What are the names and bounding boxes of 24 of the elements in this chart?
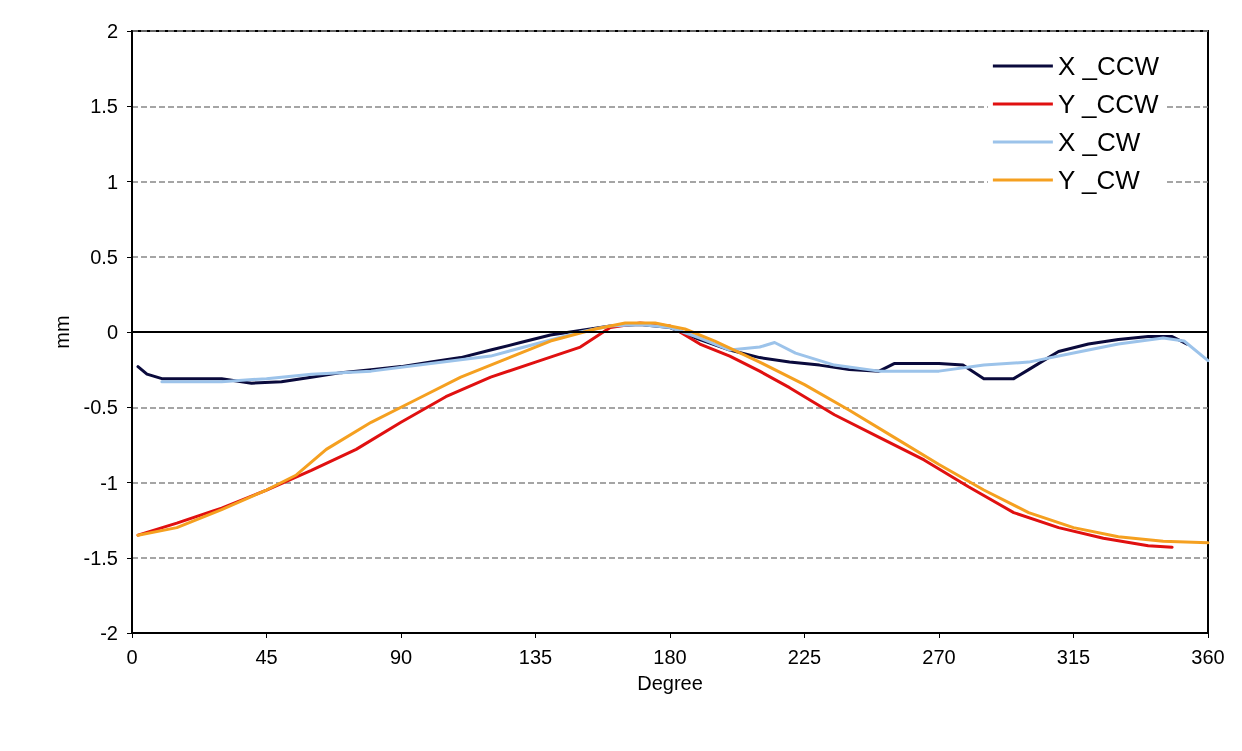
x-tick-label: 180	[653, 646, 687, 668]
y-tick-label: -1	[100, 471, 118, 494]
y-tick-label: 0	[106, 321, 118, 343]
y-tick-label: -1.5	[83, 546, 118, 569]
y-tick-label: -2	[100, 622, 118, 644]
x-tick-label: 45	[255, 646, 278, 668]
x-tick-label: 225	[787, 646, 822, 668]
y-tick-label: 1.5	[90, 95, 118, 118]
x-tick-label: 135	[518, 646, 553, 668]
legend-label: X _CW	[1057, 127, 1141, 157]
y-tick-label: 0.5	[90, 245, 118, 268]
legend-label: X _CCW	[1057, 51, 1160, 81]
y-axis-title: mm	[51, 315, 73, 349]
y-tick-label: 1	[106, 170, 118, 193]
x-tick-label: 0	[126, 646, 138, 668]
x-tick-label: 315	[1056, 646, 1091, 668]
x-tick-label: 270	[922, 646, 956, 668]
x-tick-label: 360	[1191, 646, 1225, 668]
legend-label: Y _CCW	[1057, 89, 1159, 119]
x-tick-label: 90	[389, 646, 413, 668]
y-tick-label: 2	[106, 20, 118, 42]
x-axis-title: Degree	[637, 672, 703, 694]
legend-label: Y _CW	[1057, 165, 1141, 195]
y-tick-label: -0.5	[83, 396, 118, 419]
